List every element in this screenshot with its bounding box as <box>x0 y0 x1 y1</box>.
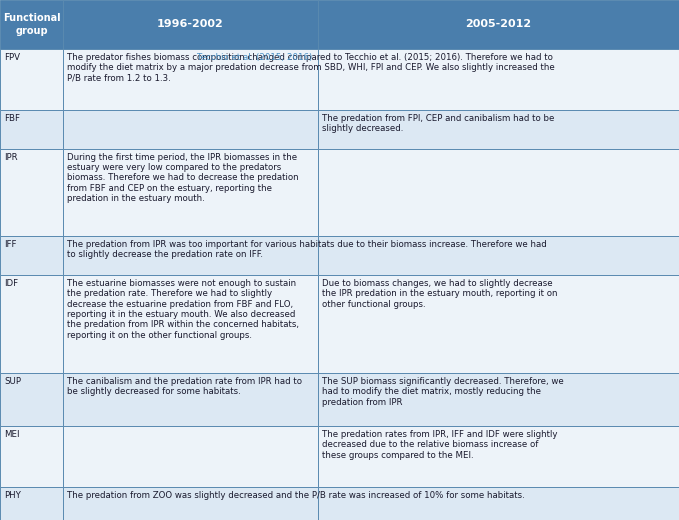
Bar <box>0 110 63 149</box>
Text: FBF: FBF <box>4 113 20 123</box>
Bar <box>0 275 63 373</box>
Bar <box>318 110 679 149</box>
Bar <box>318 426 679 487</box>
Bar <box>318 0 679 49</box>
Text: 2005-2012: 2005-2012 <box>465 19 532 30</box>
Bar <box>63 373 318 426</box>
Bar <box>63 275 318 373</box>
Text: The canibalism and the predation rate from IPR had to
be slightly decreased for : The canibalism and the predation rate fr… <box>67 377 302 396</box>
Bar <box>318 149 679 236</box>
Text: The predation rates from IPR, IFF and IDF were slightly
decreased due to the rel: The predation rates from IPR, IFF and ID… <box>322 430 557 460</box>
Text: 1996-2002: 1996-2002 <box>157 19 224 30</box>
Bar <box>63 149 318 236</box>
Bar <box>318 275 679 373</box>
Bar <box>0 487 63 520</box>
Text: Functional
group: Functional group <box>3 14 60 36</box>
Bar <box>0 373 63 426</box>
Bar <box>318 49 679 110</box>
Text: The predation from IPR was too important for various habitats due to their bioma: The predation from IPR was too important… <box>67 240 547 259</box>
Bar <box>63 426 318 487</box>
Bar <box>0 236 63 275</box>
Bar <box>0 49 63 110</box>
Text: Due to biomass changes, we had to slightly decrease
the IPR predation in the est: Due to biomass changes, we had to slight… <box>322 279 557 309</box>
Bar <box>63 110 318 149</box>
Bar <box>63 487 318 520</box>
Text: MEI: MEI <box>4 430 20 439</box>
Text: The predation from ZOO was slightly decreased and the P/B rate was increased of : The predation from ZOO was slightly decr… <box>67 491 525 500</box>
Bar <box>63 236 318 275</box>
Text: IFF: IFF <box>4 240 16 249</box>
Bar <box>63 49 318 110</box>
Bar <box>318 236 679 275</box>
Text: During the first time period, the IPR biomasses in the
estuary were very low com: During the first time period, the IPR bi… <box>67 153 299 203</box>
Text: SUP: SUP <box>4 377 21 386</box>
Text: FPV: FPV <box>4 53 20 61</box>
Text: The predator fishes biomass composition changed compared to Tecchio et al. (2015: The predator fishes biomass composition … <box>67 53 555 82</box>
Bar <box>0 0 63 49</box>
Text: PHY: PHY <box>4 491 21 500</box>
Text: IPR: IPR <box>4 153 18 162</box>
Bar <box>63 0 318 49</box>
Text: IDF: IDF <box>4 279 18 288</box>
Bar <box>0 426 63 487</box>
Text: The SUP biomass significantly decreased. Therefore, we
had to modify the diet ma: The SUP biomass significantly decreased.… <box>322 377 564 407</box>
Text: The predation from FPI, CEP and canibalism had to be
slightly decreased.: The predation from FPI, CEP and canibali… <box>322 113 554 133</box>
Bar <box>318 487 679 520</box>
Text: The estuarine biomasses were not enough to sustain
the predation rate. Therefore: The estuarine biomasses were not enough … <box>67 279 299 340</box>
Bar <box>0 149 63 236</box>
Bar <box>318 373 679 426</box>
Text: Tecchio et al. (2015; 2016): Tecchio et al. (2015; 2016) <box>197 53 312 61</box>
